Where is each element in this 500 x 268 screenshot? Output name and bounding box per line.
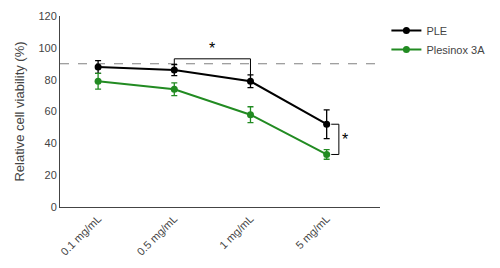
svg-text:Relative cell viability (%): Relative cell viability (%) xyxy=(12,41,27,181)
svg-text:20: 20 xyxy=(45,169,57,181)
svg-text:*: * xyxy=(342,131,348,148)
svg-text:100: 100 xyxy=(38,42,56,54)
svg-text:PLE: PLE xyxy=(426,25,447,37)
svg-text:Plesinox 3A: Plesinox 3A xyxy=(426,44,485,56)
svg-text:*: * xyxy=(209,40,215,57)
svg-text:5 mg/mL: 5 mg/mL xyxy=(293,213,332,252)
svg-text:0.5 mg/mL: 0.5 mg/mL xyxy=(134,213,179,258)
svg-text:40: 40 xyxy=(45,137,57,149)
svg-text:120: 120 xyxy=(38,10,56,22)
svg-text:0.1 mg/mL: 0.1 mg/mL xyxy=(58,213,103,258)
svg-text:1 mg/mL: 1 mg/mL xyxy=(217,213,256,252)
svg-text:80: 80 xyxy=(45,74,57,86)
svg-text:0: 0 xyxy=(51,201,57,213)
svg-text:60: 60 xyxy=(45,105,57,117)
